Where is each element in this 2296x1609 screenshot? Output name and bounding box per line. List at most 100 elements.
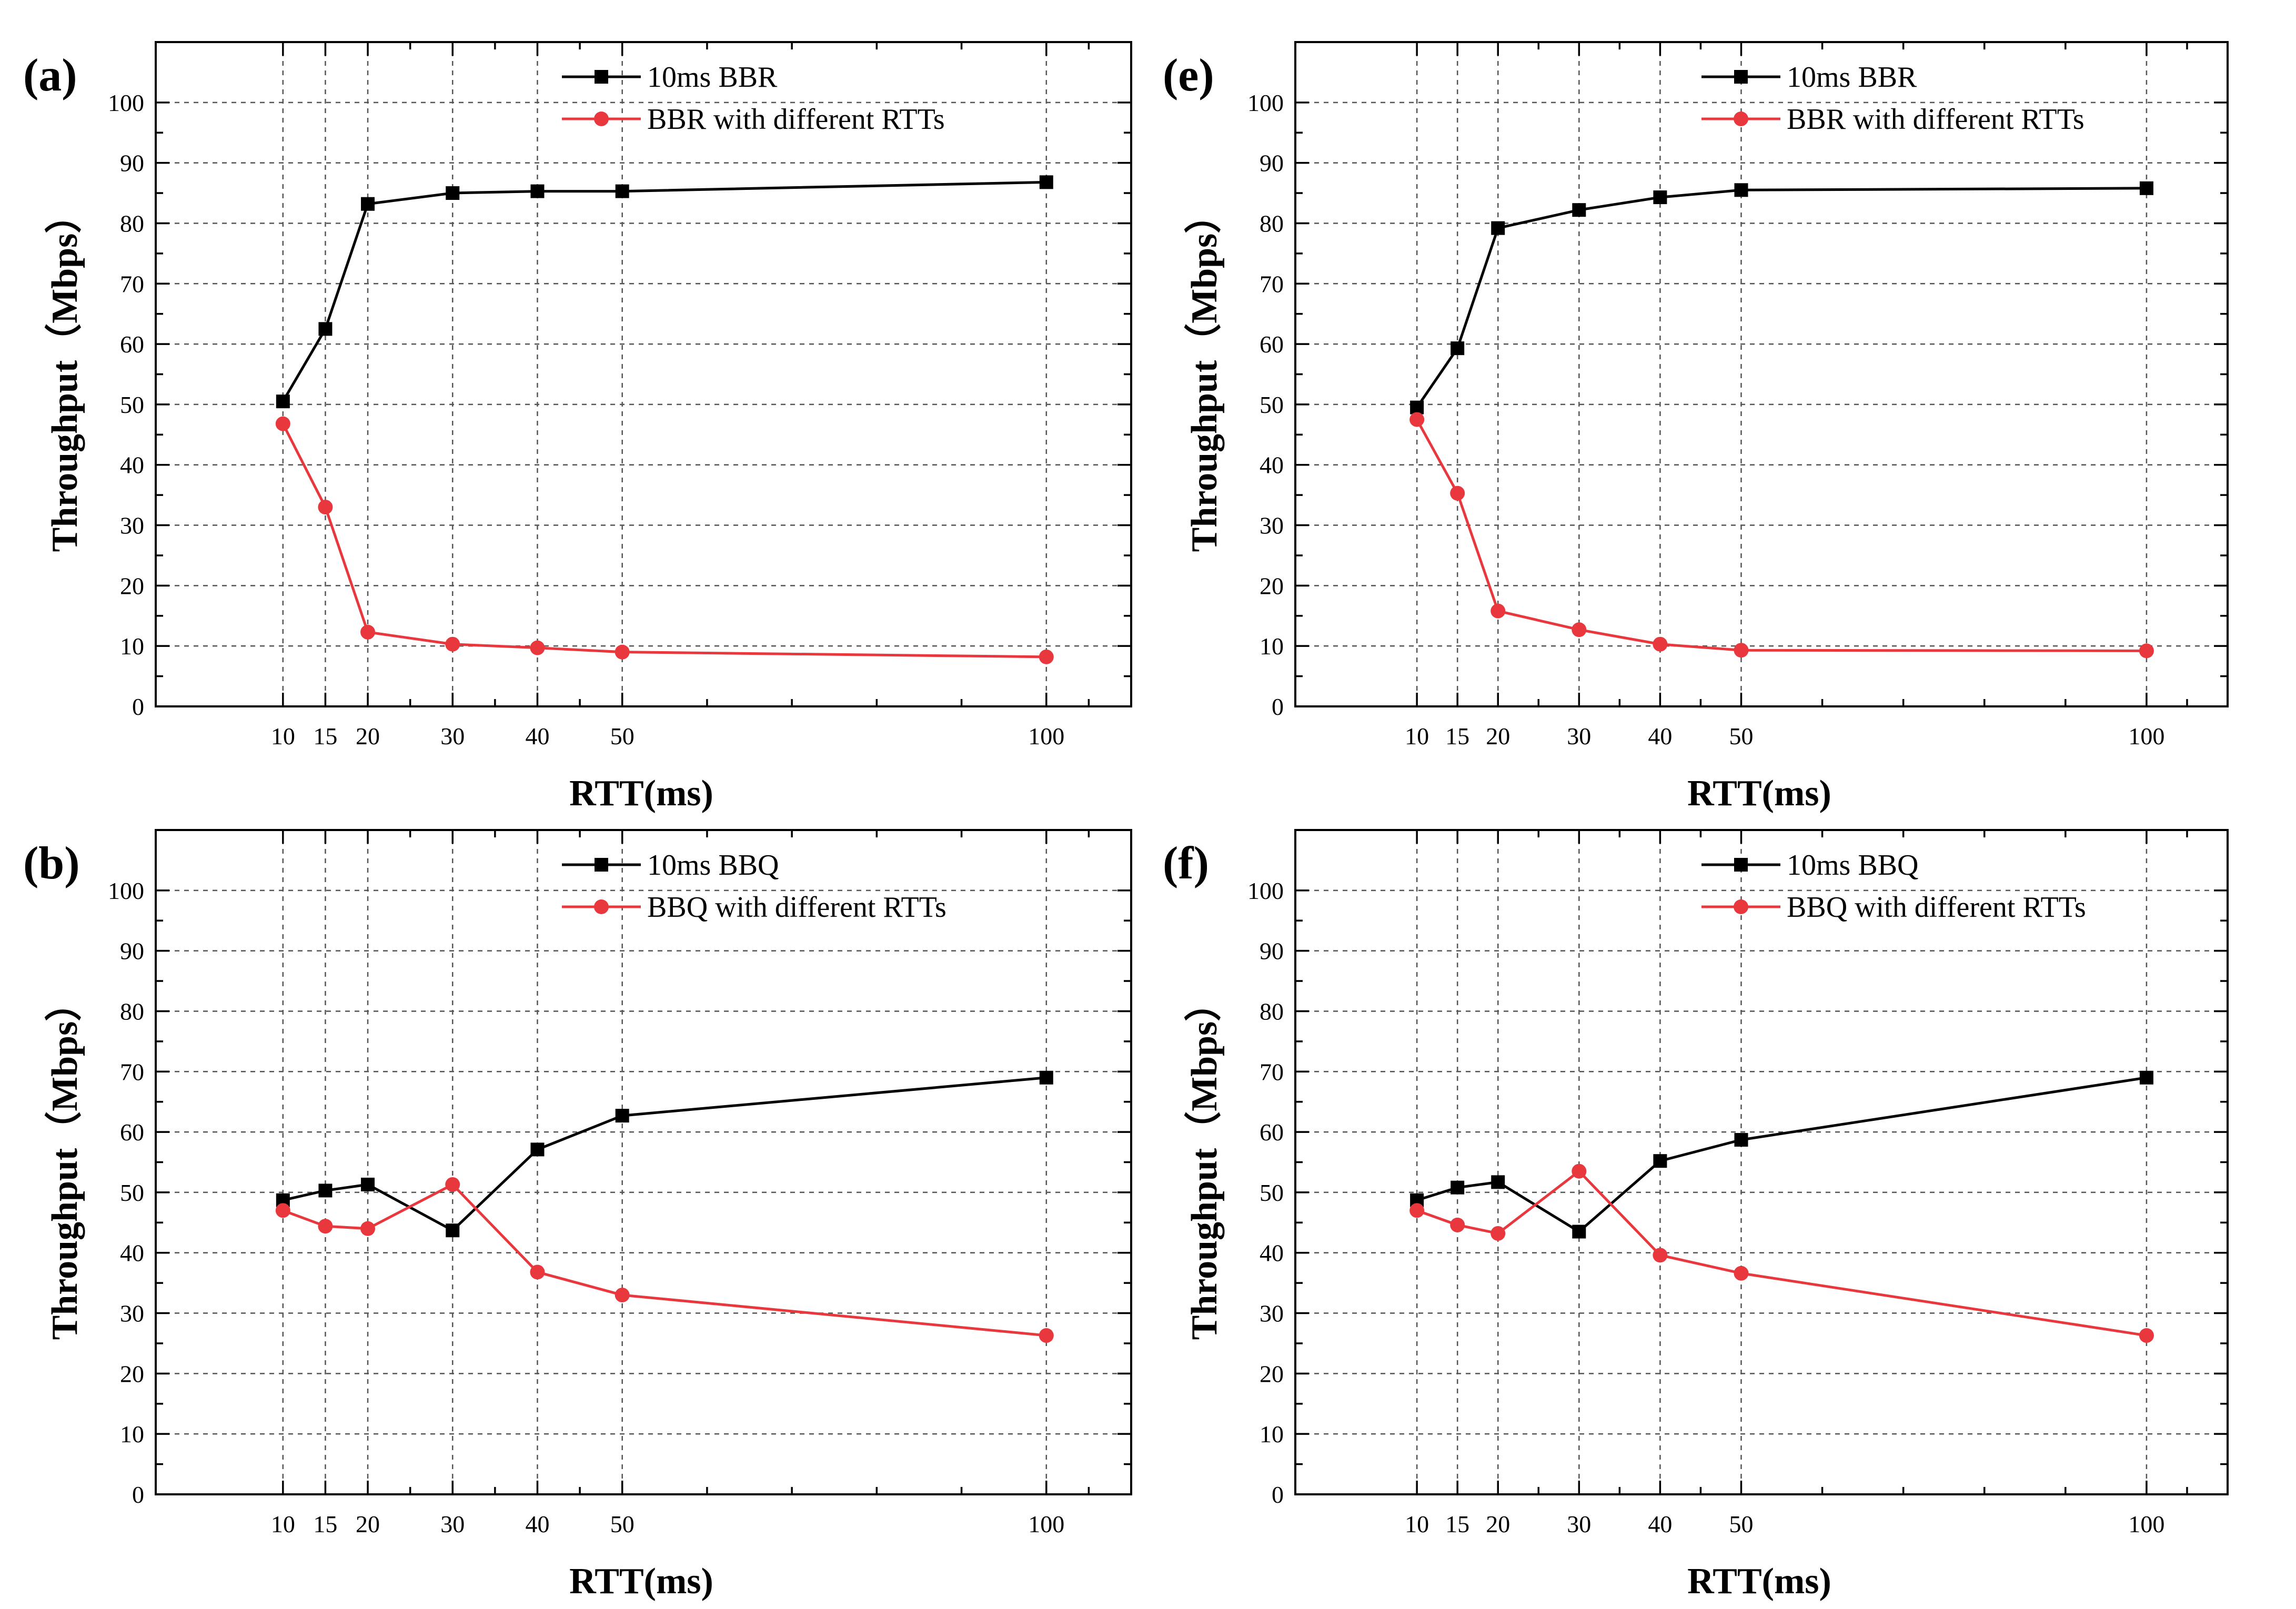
data-point [530, 184, 545, 198]
y-axis-title: Throughput（Mbps） [44, 197, 85, 552]
chart-panel: 0 10 20 30 40 50 60 70 80 90 100 10 15 20 30 40 50 100 RTT… [23, 41, 1132, 814]
x-tick-label: 40 [1648, 723, 1672, 750]
chart-panel: 0 10 20 30 40 50 60 70 80 90 100 10 15 20 30 40 50 100 RTT… [23, 829, 1132, 1602]
x-tick-label: 30 [440, 1511, 465, 1537]
x-tick-label: 20 [1486, 1511, 1510, 1537]
x-tick-label: 100 [2128, 723, 2164, 750]
data-point [1572, 1163, 1587, 1179]
series-line [281, 423, 1046, 659]
series-line [281, 180, 1046, 402]
y-tick-label: 10 [1260, 1421, 1284, 1448]
legend-marker [594, 112, 609, 126]
data-point [1409, 412, 1425, 427]
legend-label: 10ms BBR [647, 61, 778, 94]
data-point [1653, 1154, 1667, 1168]
data-point [1572, 1225, 1586, 1239]
y-tick-label: 20 [1260, 572, 1284, 599]
y-tick-label: 40 [1260, 1240, 1284, 1267]
data-point [1653, 636, 1668, 652]
y-tick-label: 80 [1260, 998, 1284, 1025]
legend-entry: 10ms BBQ [562, 849, 779, 882]
data-point [1491, 1175, 1505, 1189]
x-tick-label: 20 [356, 723, 380, 750]
y-tick-label: 40 [120, 1240, 144, 1267]
data-point [530, 640, 545, 655]
data-point [445, 1177, 460, 1192]
legend-label: BBQ with different RTTs [647, 891, 946, 924]
y-tick-label: 100 [1247, 89, 1284, 116]
legend-marker [1734, 858, 1748, 872]
y-tick-label: 30 [1260, 1300, 1284, 1327]
x-tick-label: 30 [1567, 723, 1591, 750]
y-tick-label: 100 [108, 89, 144, 116]
panel-label: (b) [23, 838, 80, 889]
legend-marker [595, 858, 608, 872]
data-point [1734, 1133, 1748, 1147]
x-tick-label: 100 [1028, 1511, 1064, 1537]
y-tick-label: 30 [120, 1300, 144, 1327]
legend-entry: 10ms BBR [1701, 61, 1917, 94]
y-axis-title: Throughput（Mbps） [44, 985, 85, 1340]
legend-label: BBQ with different RTTs [1787, 891, 2086, 924]
x-tick-label: 10 [271, 1511, 295, 1537]
x-tick-label: 10 [271, 723, 295, 750]
y-tick-label: 70 [1260, 1058, 1284, 1085]
x-axis-title: RTT(ms) [569, 1561, 713, 1602]
y-axis-title: Throughput（Mbps） [1184, 197, 1225, 552]
data-point [615, 184, 629, 198]
x-tick-label: 20 [1486, 723, 1510, 750]
y-tick-label: 70 [120, 270, 144, 297]
data-point [2139, 643, 2154, 659]
y-tick-label: 70 [120, 1058, 144, 1085]
data-point [1409, 1203, 1425, 1218]
legend-label: 10ms BBR [1787, 61, 1917, 94]
data-point [615, 1288, 630, 1303]
y-tick-label: 50 [120, 391, 144, 418]
data-point [1491, 1226, 1506, 1241]
y-tick-label: 20 [120, 572, 144, 599]
legend-label: 10ms BBQ [1787, 849, 1919, 882]
data-point [1410, 400, 1424, 414]
x-axis-title: RTT(ms) [1687, 1561, 1831, 1602]
data-point [1039, 649, 1054, 664]
x-tick-label: 15 [313, 723, 337, 750]
data-point [1491, 221, 1505, 235]
plot-frame [155, 41, 1132, 707]
x-tick-label: 15 [1445, 1511, 1469, 1537]
y-tick-label: 90 [120, 938, 144, 965]
x-tick-label: 15 [1445, 723, 1469, 750]
series-line [1415, 419, 2147, 652]
chart-panel: 0 10 20 30 40 50 60 70 80 90 100 10 15 20 30 40 50 100 RTT… [1163, 829, 2229, 1602]
x-tick-label: 20 [356, 1511, 380, 1537]
data-point [530, 1264, 545, 1280]
plot-frame [1294, 829, 2229, 1495]
x-tick-label: 40 [525, 723, 549, 750]
data-point [2139, 181, 2153, 195]
data-point [446, 1223, 460, 1238]
x-tick-label: 50 [1729, 1511, 1753, 1537]
data-point [318, 500, 333, 515]
data-point [1734, 1266, 1749, 1281]
legend-marker [1734, 899, 1748, 914]
data-point [1734, 183, 1748, 197]
y-tick-label: 50 [120, 1179, 144, 1206]
data-point [1491, 603, 1506, 619]
y-tick-label: 10 [120, 1421, 144, 1448]
data-point [318, 322, 333, 336]
plot-frame [1294, 41, 2229, 707]
data-point [530, 1142, 545, 1157]
data-point [1653, 1248, 1668, 1263]
x-axis-title: RTT(ms) [1687, 773, 1831, 814]
data-point [1450, 485, 1465, 501]
data-point [361, 1177, 375, 1191]
y-axis-title: Throughput（Mbps） [1184, 985, 1225, 1340]
data-point [1451, 1180, 1465, 1195]
panel-label: (f) [1163, 838, 1209, 889]
plot-frame [155, 829, 1132, 1495]
data-point [1653, 190, 1667, 205]
legend-label: 10ms BBQ [647, 849, 779, 882]
x-tick-label: 50 [610, 723, 635, 750]
y-tick-label: 20 [120, 1360, 144, 1387]
data-point [1734, 643, 1749, 658]
y-tick-label: 0 [132, 693, 144, 720]
